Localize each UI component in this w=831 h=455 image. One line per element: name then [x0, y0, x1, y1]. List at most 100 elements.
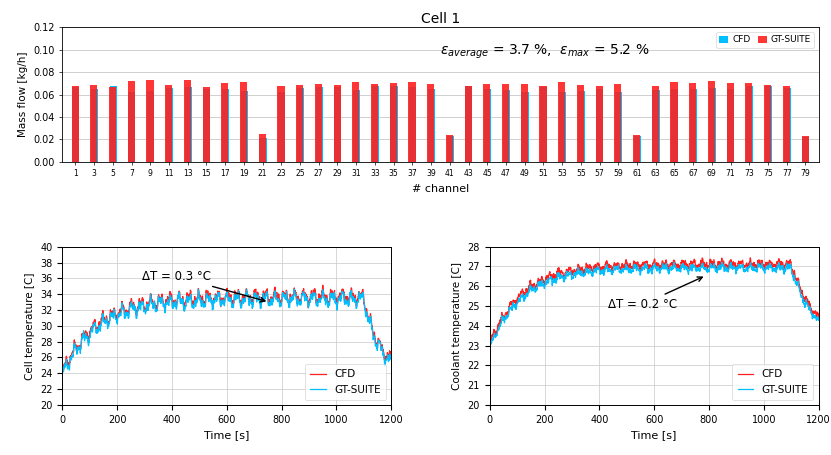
Text: $\varepsilon_{average}$ = 3.7 %,  $\varepsilon_{max}$ = 5.2 %: $\varepsilon_{average}$ = 3.7 %, $\varep… — [440, 42, 650, 61]
Bar — [597, 89, 603, 162]
Bar — [278, 86, 284, 162]
Bar — [745, 83, 753, 162]
Bar — [316, 87, 322, 162]
Bar — [783, 86, 790, 162]
X-axis label: Time [s]: Time [s] — [632, 430, 676, 440]
GT-SUITE — [510, 302, 520, 308]
GT-SUITE — [197, 300, 207, 305]
CFD — [57, 364, 67, 370]
Bar — [559, 92, 566, 162]
GT-SUITE — [717, 259, 727, 265]
Legend: CFD, GT-SUITE: CFD, GT-SUITE — [732, 364, 814, 400]
Bar — [802, 136, 809, 162]
GT-SUITE — [57, 368, 67, 374]
X-axis label: # channel: # channel — [412, 184, 469, 194]
CFD — [671, 266, 681, 271]
Bar — [147, 91, 155, 162]
Legend: CFD, GT-SUITE: CFD, GT-SUITE — [305, 364, 386, 400]
Bar — [72, 87, 79, 162]
Bar — [240, 81, 247, 162]
CFD — [386, 352, 396, 358]
Bar — [558, 82, 565, 162]
Bar — [71, 86, 79, 162]
Bar — [110, 86, 117, 162]
Bar — [465, 86, 472, 162]
CFD — [745, 255, 755, 261]
Bar — [241, 91, 248, 162]
GT-SUITE — [289, 287, 299, 292]
Line: GT-SUITE: GT-SUITE — [62, 289, 391, 372]
Bar — [409, 87, 416, 162]
Bar — [146, 80, 154, 162]
Bar — [258, 134, 266, 162]
Bar — [652, 86, 659, 162]
Bar — [371, 86, 379, 162]
Legend: CFD, GT-SUITE: CFD, GT-SUITE — [715, 32, 814, 48]
Bar — [484, 84, 490, 162]
Bar — [465, 86, 472, 162]
GT-SUITE — [204, 299, 214, 304]
Bar — [503, 90, 510, 162]
GT-SUITE — [631, 266, 641, 272]
GT-SUITE — [209, 300, 219, 305]
CFD — [96, 315, 106, 321]
Bar — [502, 84, 509, 162]
Bar — [259, 138, 267, 162]
CFD — [204, 293, 214, 299]
Bar — [446, 136, 454, 162]
Bar — [334, 87, 342, 162]
Bar — [765, 86, 772, 162]
Bar — [521, 84, 528, 162]
Bar — [484, 90, 491, 162]
Bar — [165, 85, 172, 162]
Y-axis label: Coolant temperature [C]: Coolant temperature [C] — [452, 262, 462, 390]
CFD — [814, 311, 824, 316]
Bar — [633, 135, 640, 162]
Bar — [652, 91, 660, 162]
Bar — [727, 89, 735, 162]
Bar — [746, 86, 753, 162]
GT-SUITE — [671, 268, 681, 274]
CFD — [317, 283, 327, 288]
Bar — [166, 88, 173, 162]
Bar — [708, 81, 715, 162]
Bar — [784, 88, 790, 162]
GT-SUITE — [484, 344, 494, 349]
CFD — [624, 266, 634, 271]
CFD — [524, 285, 534, 290]
GT-SUITE — [96, 320, 106, 325]
Bar — [391, 86, 397, 162]
Bar — [539, 86, 547, 162]
Bar — [203, 87, 209, 162]
GT-SUITE — [814, 316, 824, 321]
Bar — [540, 87, 548, 162]
Bar — [352, 82, 359, 162]
Bar — [91, 85, 97, 162]
Bar — [671, 82, 677, 162]
Bar — [278, 91, 285, 162]
Bar — [222, 89, 229, 162]
Bar — [615, 92, 622, 162]
Bar — [204, 89, 210, 162]
Bar — [802, 137, 809, 162]
CFD — [510, 300, 520, 306]
CFD — [631, 262, 641, 268]
Bar — [353, 90, 360, 162]
CFD — [637, 262, 647, 268]
GT-SUITE — [83, 339, 93, 345]
Bar — [409, 81, 416, 162]
Bar — [446, 135, 453, 162]
Bar — [390, 82, 397, 162]
Line: CFD: CFD — [489, 258, 819, 343]
Bar — [690, 89, 697, 162]
GT-SUITE — [637, 265, 647, 270]
Bar — [577, 85, 584, 162]
CFD — [484, 340, 494, 346]
Bar — [128, 81, 135, 162]
Bar — [91, 89, 98, 162]
Line: CFD: CFD — [62, 285, 391, 369]
Bar — [109, 86, 116, 162]
Text: ΔT = 0.3 °C: ΔT = 0.3 °C — [142, 270, 265, 302]
X-axis label: Time [s]: Time [s] — [204, 430, 249, 440]
Bar — [614, 84, 622, 162]
